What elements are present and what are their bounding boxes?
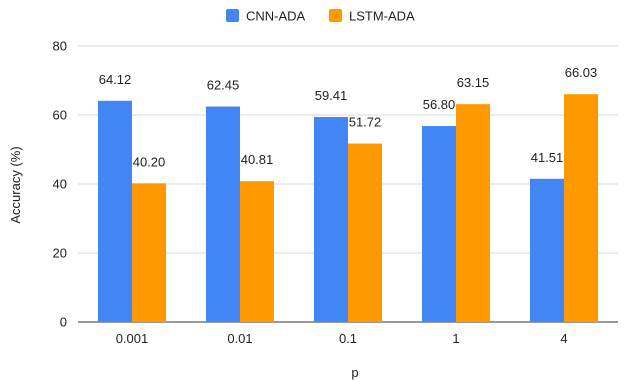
- y-tick-label: 20: [53, 246, 67, 261]
- bar-cnn-ada-1: [422, 126, 456, 322]
- data-label: 41.51: [531, 150, 564, 165]
- legend: CNN-ADA LSTM-ADA: [226, 9, 415, 24]
- legend-swatch-cnn-ada: [226, 9, 239, 22]
- data-label: 51.72: [349, 115, 382, 130]
- bar-cnn-ada-0.01: [206, 106, 240, 322]
- bar-cnn-ada-4: [530, 178, 564, 322]
- data-label: 56.80: [423, 97, 456, 112]
- bar-lstm-ada-0.001: [132, 183, 166, 322]
- x-tick-label: 0.001: [116, 331, 149, 346]
- y-tick-label: 40: [53, 177, 67, 192]
- data-label: 66.03: [565, 65, 598, 80]
- bar-lstm-ada-4: [564, 94, 598, 322]
- y-tick-label: 80: [53, 39, 67, 54]
- data-label: 62.45: [207, 78, 240, 93]
- data-label: 64.12: [99, 72, 132, 87]
- data-label: 63.15: [457, 75, 490, 90]
- y-axis-ticks: 0 20 40 60 80: [53, 39, 67, 330]
- bar-lstm-ada-1: [456, 104, 490, 322]
- bar-cnn-ada-0.001: [98, 100, 132, 322]
- bar-lstm-ada-0.1: [348, 143, 382, 322]
- y-tick-label: 0: [60, 315, 67, 330]
- bar-lstm-ada-0.01: [240, 181, 274, 322]
- x-tick-label: 4: [560, 331, 567, 346]
- legend-label-cnn-ada: CNN-ADA: [246, 9, 306, 24]
- y-tick-label: 60: [53, 108, 67, 123]
- x-axis-title: p: [351, 365, 358, 380]
- x-tick-label: 0.1: [339, 331, 357, 346]
- x-tick-label: 1: [452, 331, 459, 346]
- bar-cnn-ada-0.1: [314, 117, 348, 323]
- bars: [98, 94, 598, 323]
- x-axis-ticks: 0.001 0.01 0.1 1 4: [116, 331, 568, 346]
- legend-swatch-lstm-ada: [329, 9, 342, 22]
- legend-label-lstm-ada: LSTM-ADA: [349, 9, 415, 24]
- x-tick-label: 0.01: [227, 331, 252, 346]
- data-label: 59.41: [315, 88, 348, 103]
- data-label: 40.20: [133, 154, 166, 169]
- data-label: 40.81: [241, 152, 274, 167]
- y-axis-title: Accuracy (%): [8, 146, 23, 223]
